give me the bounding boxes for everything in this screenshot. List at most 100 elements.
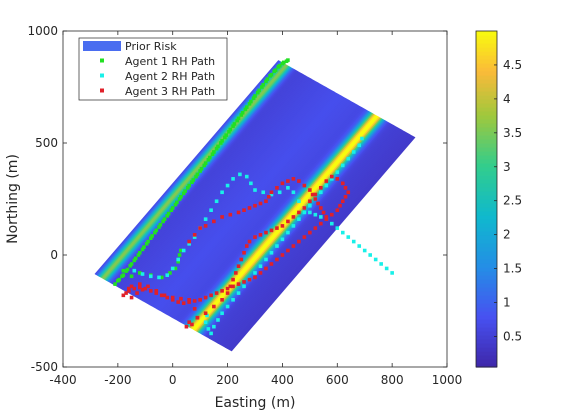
- path-point: [319, 215, 323, 219]
- colorbar-cell: [476, 147, 497, 152]
- colorbar-cell: [476, 327, 497, 332]
- risk-strip: [205, 122, 391, 338]
- path-point: [138, 271, 142, 275]
- path-point: [244, 105, 249, 109]
- path-point: [184, 324, 189, 329]
- path-point: [218, 141, 223, 145]
- risk-strip: [119, 74, 306, 290]
- path-point: [338, 203, 342, 208]
- risk-strip: [118, 73, 305, 289]
- risk-strip: [192, 115, 379, 331]
- colorbar-cell: [476, 131, 497, 136]
- path-point: [202, 163, 207, 168]
- path-point: [275, 244, 279, 248]
- colorbar-cell: [476, 59, 497, 64]
- risk-strip: [152, 92, 339, 308]
- path-point: [158, 222, 163, 227]
- risk-strip: [95, 60, 282, 276]
- risk-strip: [112, 70, 299, 286]
- path-point: [390, 271, 394, 275]
- colorbar: 0.5 1 1.5 2 2.5 3 3.5 4 4.5: [475, 30, 522, 368]
- path-point: [280, 237, 285, 242]
- path-point: [351, 150, 356, 154]
- path-point: [209, 208, 213, 212]
- risk-strip: [193, 116, 380, 332]
- path-point: [275, 226, 279, 230]
- risk-strip: [208, 124, 395, 340]
- risk-strip: [211, 125, 397, 341]
- colorbar-cell: [476, 207, 497, 212]
- colorbar-cell: [476, 35, 497, 40]
- colorbar-cell: [476, 259, 497, 264]
- risk-strip: [136, 83, 323, 299]
- path-point: [253, 203, 257, 208]
- path-point: [275, 186, 279, 190]
- risk-strip: [101, 63, 288, 279]
- path-point: [176, 257, 180, 262]
- colorbar-frame: [475, 30, 498, 368]
- path-point: [138, 250, 142, 255]
- x-tick-label: 800: [381, 373, 404, 387]
- path-point: [198, 226, 202, 230]
- risk-strip: [171, 103, 357, 319]
- path-point: [258, 264, 263, 268]
- legend-swatch-prior-risk: [83, 41, 121, 51]
- risk-strip: [140, 85, 326, 301]
- path-point: [253, 235, 257, 239]
- colorbar-cell: [476, 307, 497, 312]
- path-point: [216, 318, 220, 322]
- path-point: [142, 245, 146, 249]
- legend-marker-agent-1: [100, 58, 104, 63]
- risk-strip: [191, 114, 378, 330]
- path-point: [176, 259, 180, 264]
- path-point: [186, 186, 190, 190]
- series-agent-3: [121, 174, 351, 329]
- risk-strip: [203, 121, 389, 337]
- path-point: [258, 271, 263, 275]
- path-point: [192, 235, 197, 239]
- risk-strip: [137, 84, 324, 300]
- risk-strip: [195, 116, 381, 332]
- risk-strip: [174, 105, 361, 321]
- path-point: [291, 224, 296, 228]
- path-point: [231, 124, 235, 128]
- path-point: [195, 315, 200, 320]
- path-point: [357, 244, 362, 248]
- risk-strip: [196, 117, 382, 333]
- path-point: [239, 257, 244, 262]
- path-point: [173, 202, 178, 207]
- risk-strip: [223, 132, 410, 348]
- path-point: [297, 217, 301, 221]
- path-point: [187, 320, 191, 324]
- colorbar-cell: [476, 347, 497, 352]
- colorbar-tick-label: 2: [503, 228, 511, 242]
- path-point: [308, 199, 312, 204]
- path-point: [253, 275, 257, 280]
- legend-label-agent-3: Agent 3 RH Path: [125, 85, 215, 98]
- path-point: [121, 268, 126, 273]
- path-point: [291, 215, 296, 219]
- path-point: [357, 143, 362, 148]
- path-point: [150, 234, 154, 238]
- path-point: [127, 289, 131, 293]
- risk-strip: [131, 80, 317, 296]
- path-point: [324, 215, 329, 219]
- path-point: [209, 293, 213, 298]
- path-point: [203, 161, 208, 165]
- risk-strip: [129, 80, 316, 296]
- path-point: [203, 224, 208, 228]
- colorbar-cell: [476, 43, 497, 48]
- path-point: [257, 88, 261, 93]
- colorbar-tick-label: 3.5: [503, 126, 522, 140]
- path-point: [220, 215, 224, 219]
- risk-strip: [181, 109, 367, 325]
- path-point: [228, 127, 233, 132]
- colorbar-cell: [476, 267, 497, 272]
- y-tick-label: -500: [31, 360, 58, 374]
- path-point: [132, 268, 137, 273]
- colorbar-cell: [476, 75, 497, 80]
- path-point: [159, 275, 164, 280]
- path-point: [223, 135, 227, 140]
- path-point: [280, 224, 285, 228]
- path-point: [373, 257, 378, 262]
